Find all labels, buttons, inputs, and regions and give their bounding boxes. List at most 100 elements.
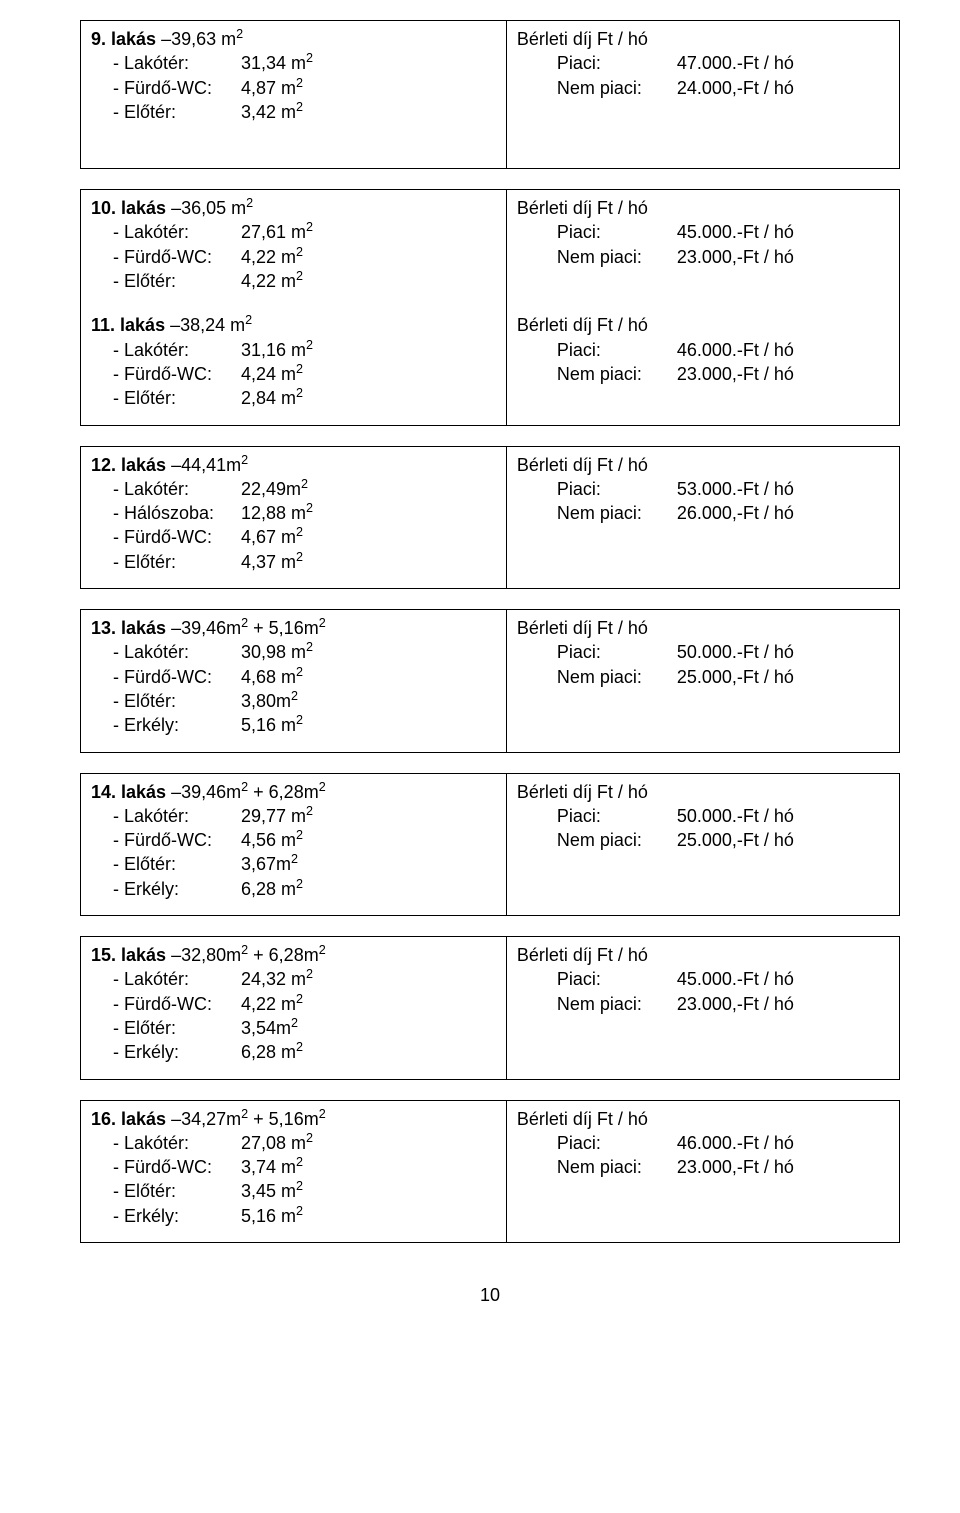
room-value: 3,67m2	[241, 852, 298, 876]
price-label-nempiaci: Nem piaci:	[557, 501, 677, 525]
apartment-row: 9. lakás –39,63 m2- Lakótér:31,34 m2- Fü…	[81, 21, 900, 169]
apartment-left-cell: 14. lakás –39,46m2 + 6,28m2- Lakótér:29,…	[81, 773, 507, 915]
room-value: 4,24 m2	[241, 362, 303, 386]
price-row-piaci: Piaci:50.000.-Ft / hó	[517, 804, 889, 828]
price-label-piaci: Piaci:	[557, 1131, 677, 1155]
room-label: - Erkély:	[91, 1204, 241, 1228]
apartment-right-cell: Bérleti díj Ft / hóPiaci:53.000.-Ft / hó…	[506, 446, 899, 588]
room-value: 4,22 m2	[241, 269, 303, 293]
apartment-table: 12. lakás –44,41m2- Lakótér:22,49m2- Hál…	[80, 446, 900, 589]
apartment-title: 16. lakás –34,27m2 + 5,16m2	[91, 1107, 496, 1131]
apartment-title: 13. lakás –39,46m2 + 5,16m2	[91, 616, 496, 640]
room-value: 29,77 m2	[241, 804, 313, 828]
price-label-piaci: Piaci:	[557, 804, 677, 828]
apartment-title: 11. lakás –38,24 m2	[91, 313, 496, 337]
price-label-nempiaci: Nem piaci:	[557, 665, 677, 689]
price-row-nempiaci: Nem piaci:26.000,-Ft / hó	[517, 501, 889, 525]
room-row: - Előtér:3,80m2	[91, 689, 496, 713]
rent-header: Bérleti díj Ft / hó	[517, 196, 889, 220]
room-row: - Előtér:2,84 m2	[91, 386, 496, 410]
room-row: - Fürdő-WC:3,74 m2	[91, 1155, 496, 1179]
apartment-title: 14. lakás –39,46m2 + 6,28m2	[91, 780, 496, 804]
room-value: 2,84 m2	[241, 386, 303, 410]
room-value: 6,28 m2	[241, 877, 303, 901]
price-value-piaci: 45.000.-Ft / hó	[677, 967, 794, 991]
apartment-title-area: –36,05 m2	[171, 198, 253, 218]
price-row-nempiaci: Nem piaci:23.000,-Ft / hó	[517, 362, 889, 386]
price-row-nempiaci: Nem piaci:24.000,-Ft / hó	[517, 76, 889, 100]
room-label: - Előtér:	[91, 1179, 241, 1203]
apartment-title-pre: 13. lakás	[91, 618, 171, 638]
room-label: - Lakótér:	[91, 1131, 241, 1155]
apartment-title-pre: 11. lakás	[91, 315, 170, 335]
apartment-title-pre: 9. lakás	[91, 29, 161, 49]
room-value: 4,56 m2	[241, 828, 303, 852]
room-label: - Fürdő-WC:	[91, 828, 241, 852]
room-row: - Erkély:5,16 m2	[91, 1204, 496, 1228]
room-label: - Lakótér:	[91, 338, 241, 362]
room-label: - Fürdő-WC:	[91, 1155, 241, 1179]
price-value-nempiaci: 25.000,-Ft / hó	[677, 665, 794, 689]
apartment-title: 12. lakás –44,41m2	[91, 453, 496, 477]
room-value: 5,16 m2	[241, 713, 303, 737]
price-label-piaci: Piaci:	[557, 51, 677, 75]
apartment-title-pre: 15. lakás	[91, 945, 171, 965]
apartment-right-cell: Bérleti díj Ft / hóPiaci:50.000.-Ft / hó…	[506, 610, 899, 752]
apartment-row: 12. lakás –44,41m2- Lakótér:22,49m2- Hál…	[81, 446, 900, 588]
apartment-title: 9. lakás –39,63 m2	[91, 27, 496, 51]
price-value-piaci: 50.000.-Ft / hó	[677, 804, 794, 828]
room-label: - Lakótér:	[91, 804, 241, 828]
room-label: - Fürdő-WC:	[91, 362, 241, 386]
room-value: 30,98 m2	[241, 640, 313, 664]
apartment-row: 13. lakás –39,46m2 + 5,16m2- Lakótér:30,…	[81, 610, 900, 752]
room-value: 31,16 m2	[241, 338, 313, 362]
room-row: - Fürdő-WC:4,56 m2	[91, 828, 496, 852]
apartment-title-area: –34,27m2 + 5,16m2	[171, 1109, 326, 1129]
room-value: 12,88 m2	[241, 501, 313, 525]
room-row: - Hálószoba:12,88 m2	[91, 501, 496, 525]
price-value-nempiaci: 23.000,-Ft / hó	[677, 992, 794, 1016]
price-label-nempiaci: Nem piaci:	[557, 828, 677, 852]
price-row-piaci: Piaci:53.000.-Ft / hó	[517, 477, 889, 501]
price-row-nempiaci: Nem piaci:23.000,-Ft / hó	[517, 1155, 889, 1179]
apartment-table: 16. lakás –34,27m2 + 5,16m2- Lakótér:27,…	[80, 1100, 900, 1243]
apartment-row: 15. lakás –32,80m2 + 6,28m2- Lakótér:24,…	[81, 937, 900, 1079]
price-value-nempiaci: 25.000,-Ft / hó	[677, 828, 794, 852]
apartment-title-pre: 10. lakás	[91, 198, 171, 218]
apartment-table: 14. lakás –39,46m2 + 6,28m2- Lakótér:29,…	[80, 773, 900, 916]
apartment-left-cell: 9. lakás –39,63 m2- Lakótér:31,34 m2- Fü…	[81, 21, 507, 169]
room-value: 27,61 m2	[241, 220, 313, 244]
room-label: - Előtér:	[91, 550, 241, 574]
price-value-piaci: 47.000.-Ft / hó	[677, 51, 794, 75]
apartment-title-area: –38,24 m2	[170, 315, 252, 335]
price-row-piaci: Piaci:46.000.-Ft / hó	[517, 338, 889, 362]
room-value: 4,87 m2	[241, 76, 303, 100]
room-label: - Erkély:	[91, 877, 241, 901]
apartment-left-cell: 10. lakás –36,05 m2- Lakótér:27,61 m2- F…	[81, 190, 507, 308]
room-label: - Lakótér:	[91, 220, 241, 244]
price-value-nempiaci: 23.000,-Ft / hó	[677, 1155, 794, 1179]
apartment-right-cell: Bérleti díj Ft / hóPiaci:47.000.-Ft / hó…	[506, 21, 899, 169]
price-row-piaci: Piaci:50.000.-Ft / hó	[517, 640, 889, 664]
room-label: - Előtér:	[91, 852, 241, 876]
apartment-right-cell: Bérleti díj Ft / hóPiaci:46.000.-Ft / hó…	[506, 307, 899, 425]
room-row: - Lakótér:31,34 m2	[91, 51, 496, 75]
price-row-nempiaci: Nem piaci:25.000,-Ft / hó	[517, 665, 889, 689]
rent-header: Bérleti díj Ft / hó	[517, 1107, 889, 1131]
price-value-piaci: 46.000.-Ft / hó	[677, 1131, 794, 1155]
apartment-left-cell: 16. lakás –34,27m2 + 5,16m2- Lakótér:27,…	[81, 1100, 507, 1242]
room-row: - Lakótér:27,61 m2	[91, 220, 496, 244]
room-value: 24,32 m2	[241, 967, 313, 991]
room-label: - Lakótér:	[91, 967, 241, 991]
apartment-row: 14. lakás –39,46m2 + 6,28m2- Lakótér:29,…	[81, 773, 900, 915]
room-row: - Fürdő-WC:4,22 m2	[91, 245, 496, 269]
rent-header: Bérleti díj Ft / hó	[517, 780, 889, 804]
apartment-title-pre: 16. lakás	[91, 1109, 171, 1129]
price-value-piaci: 46.000.-Ft / hó	[677, 338, 794, 362]
rent-header: Bérleti díj Ft / hó	[517, 453, 889, 477]
apartment-right-cell: Bérleti díj Ft / hóPiaci:50.000.-Ft / hó…	[506, 773, 899, 915]
room-value: 3,80m2	[241, 689, 298, 713]
room-label: - Előtér:	[91, 269, 241, 293]
apartment-title-area: –39,46m2 + 6,28m2	[171, 782, 326, 802]
price-label-nempiaci: Nem piaci:	[557, 76, 677, 100]
